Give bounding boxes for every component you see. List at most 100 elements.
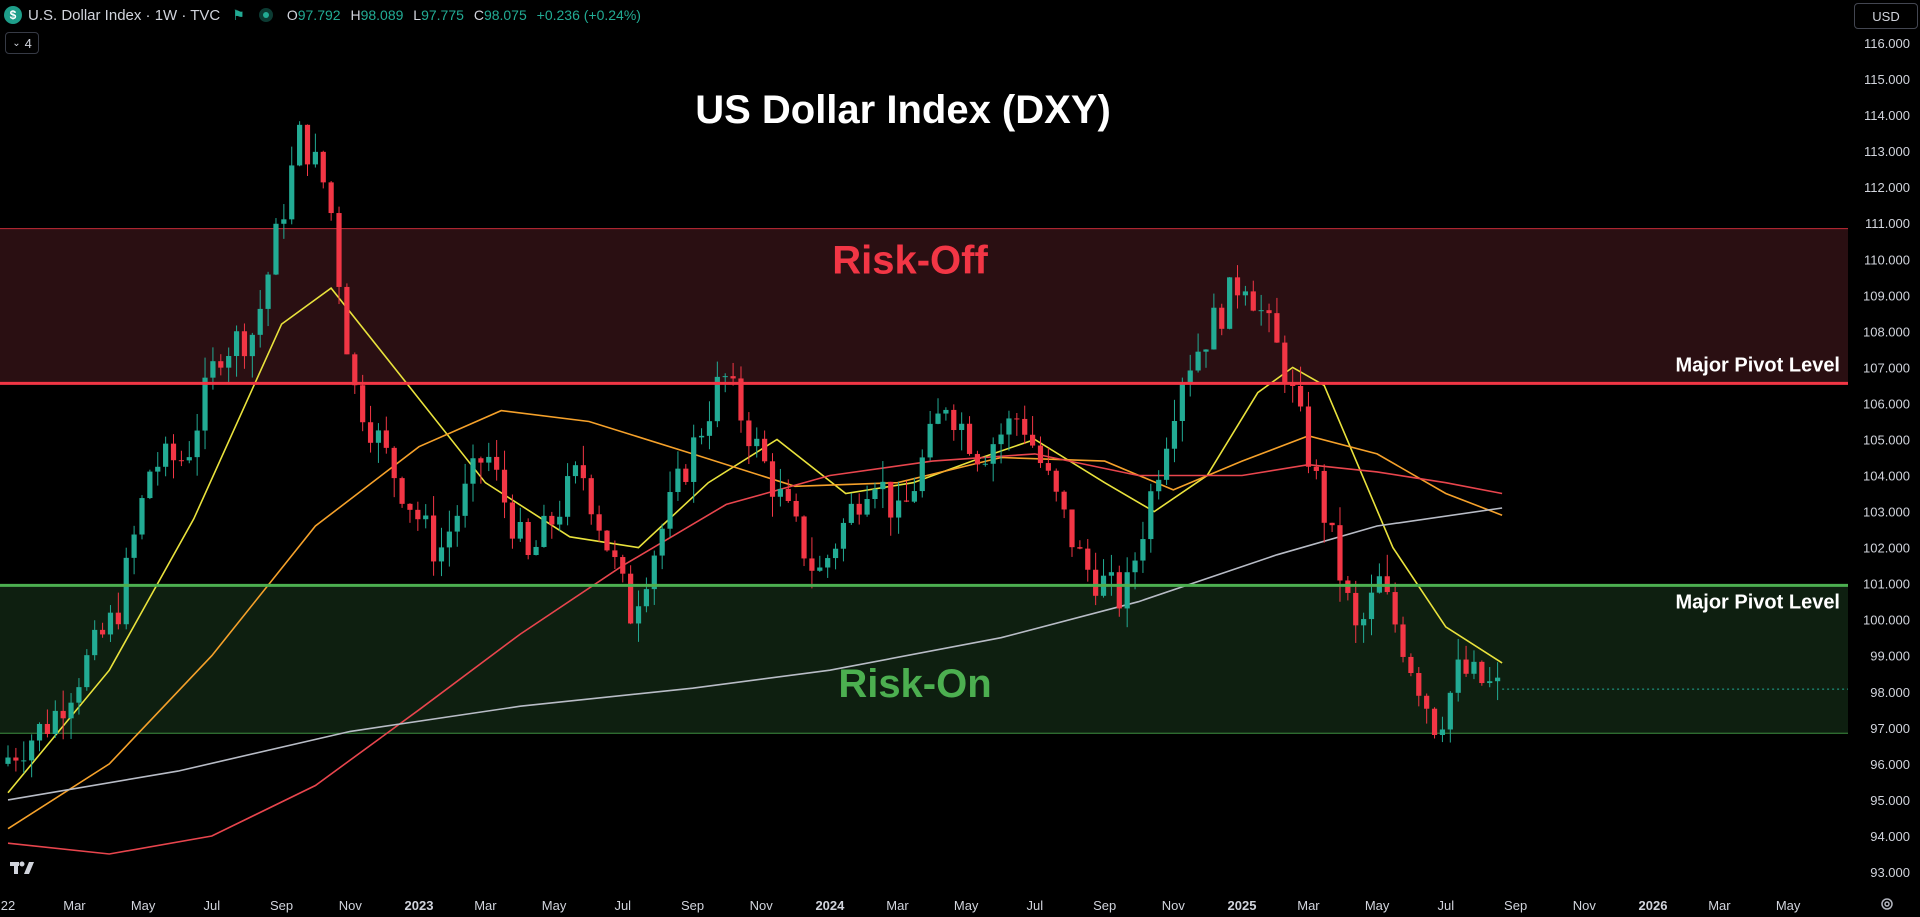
candle-body [840, 522, 847, 549]
gear-icon[interactable] [1878, 895, 1896, 913]
candle-body [1179, 382, 1185, 421]
candle-body [13, 757, 19, 761]
change-value: +0.236 (+0.24%) [536, 7, 641, 23]
candle-body [170, 443, 177, 461]
candle-body [1006, 418, 1012, 435]
candle-body [683, 468, 689, 482]
candle-body [903, 500, 910, 502]
x-tick-label: Nov [1573, 898, 1597, 913]
moving-average-line [7, 287, 1503, 794]
candle-body [872, 489, 878, 500]
candle-body [494, 456, 500, 470]
currency-button[interactable]: USD [1854, 3, 1918, 29]
candle-body [1266, 310, 1272, 314]
candle-body [297, 124, 303, 166]
candle-body [1424, 695, 1430, 709]
candle-body [147, 471, 153, 499]
candle-body [1321, 470, 1327, 523]
candle-body [533, 546, 539, 556]
candle-body [163, 443, 169, 467]
y-tick-label: 113.000 [1864, 144, 1910, 159]
y-tick-label: 93.000 [1870, 865, 1910, 880]
candle-body [99, 629, 106, 635]
candle-body [880, 481, 886, 490]
candle-body [982, 463, 988, 465]
market-status-icon [258, 8, 273, 22]
candle-body [1124, 572, 1130, 609]
candle-body [462, 483, 468, 516]
x-tick-label: 22 [1, 898, 15, 913]
candle-body [281, 219, 287, 224]
y-tick-label: 95.000 [1870, 793, 1910, 808]
candle-body [265, 274, 271, 309]
candle-body [620, 557, 626, 574]
candle-body [762, 438, 768, 462]
candle-body [517, 521, 523, 539]
candle-body [92, 629, 98, 656]
candle-body [84, 655, 90, 688]
candle-body [1361, 619, 1367, 626]
candle-body [951, 409, 957, 431]
candle-body [1408, 656, 1414, 674]
low-value: 97.775 [421, 7, 464, 23]
zone-risk-on [0, 585, 1848, 734]
candle-body [809, 558, 815, 571]
x-tick-label: May [1776, 898, 1801, 913]
candle-body [1061, 491, 1067, 510]
candle-body [832, 548, 839, 559]
candle-body [391, 447, 397, 479]
candle-body [1148, 491, 1154, 540]
candle-body [1353, 592, 1359, 626]
candle-body [1014, 418, 1020, 420]
flag-icon[interactable]: ⚑ [232, 6, 245, 23]
candle-body [927, 423, 933, 458]
candle-body [1274, 313, 1280, 343]
candle-body [486, 456, 492, 463]
candle-body [501, 469, 508, 503]
candle-body [1297, 385, 1304, 407]
candle-body [1282, 342, 1288, 383]
candle-body [123, 557, 129, 625]
tradingview-logo-icon[interactable] [10, 856, 34, 882]
price-axis [1848, 0, 1920, 917]
candle-body [1085, 548, 1091, 570]
candle-body [1479, 661, 1485, 684]
candle-body [959, 423, 965, 431]
y-tick-label: 96.000 [1870, 757, 1910, 772]
candle-body [1431, 708, 1438, 735]
x-tick-label: Jul [1027, 898, 1044, 913]
candle-body [289, 165, 295, 220]
candle-body [273, 223, 279, 275]
y-tick-label: 109.000 [1863, 288, 1910, 303]
candle-body [856, 503, 862, 515]
indicators-collapse-button[interactable]: ⌄ 4 [5, 32, 39, 54]
open-value: 97.792 [297, 7, 341, 23]
candle-body [367, 422, 374, 443]
chevron-down-icon: ⌄ [12, 37, 21, 49]
candle-body [714, 376, 720, 422]
y-tick-label: 115.000 [1864, 72, 1910, 87]
pivot-label: Major Pivot Level [1676, 591, 1841, 613]
y-tick-label: 101.000 [1863, 577, 1910, 592]
candle-body [478, 458, 484, 463]
x-tick-label: Mar [1297, 898, 1320, 913]
candle-body [564, 476, 571, 517]
candle-body [399, 478, 405, 504]
candle-body [888, 481, 894, 518]
candle-body [383, 430, 389, 448]
candle-body [793, 500, 799, 517]
candle-body [375, 430, 382, 443]
x-tick-label: Mar [886, 898, 909, 913]
candle-body [1045, 463, 1051, 471]
symbol-title[interactable]: U.S. Dollar Index · 1W · TVC [28, 6, 221, 24]
candle-body [60, 710, 66, 719]
x-tick-label: 2025 [1228, 898, 1257, 913]
x-tick-label: 2026 [1639, 898, 1668, 913]
x-tick-label: Mar [1708, 898, 1731, 913]
candle-body [643, 589, 650, 607]
candle-body [738, 378, 744, 421]
candle-body [1195, 351, 1201, 371]
x-tick-label: Nov [1162, 898, 1186, 913]
candle-body [1495, 677, 1501, 682]
